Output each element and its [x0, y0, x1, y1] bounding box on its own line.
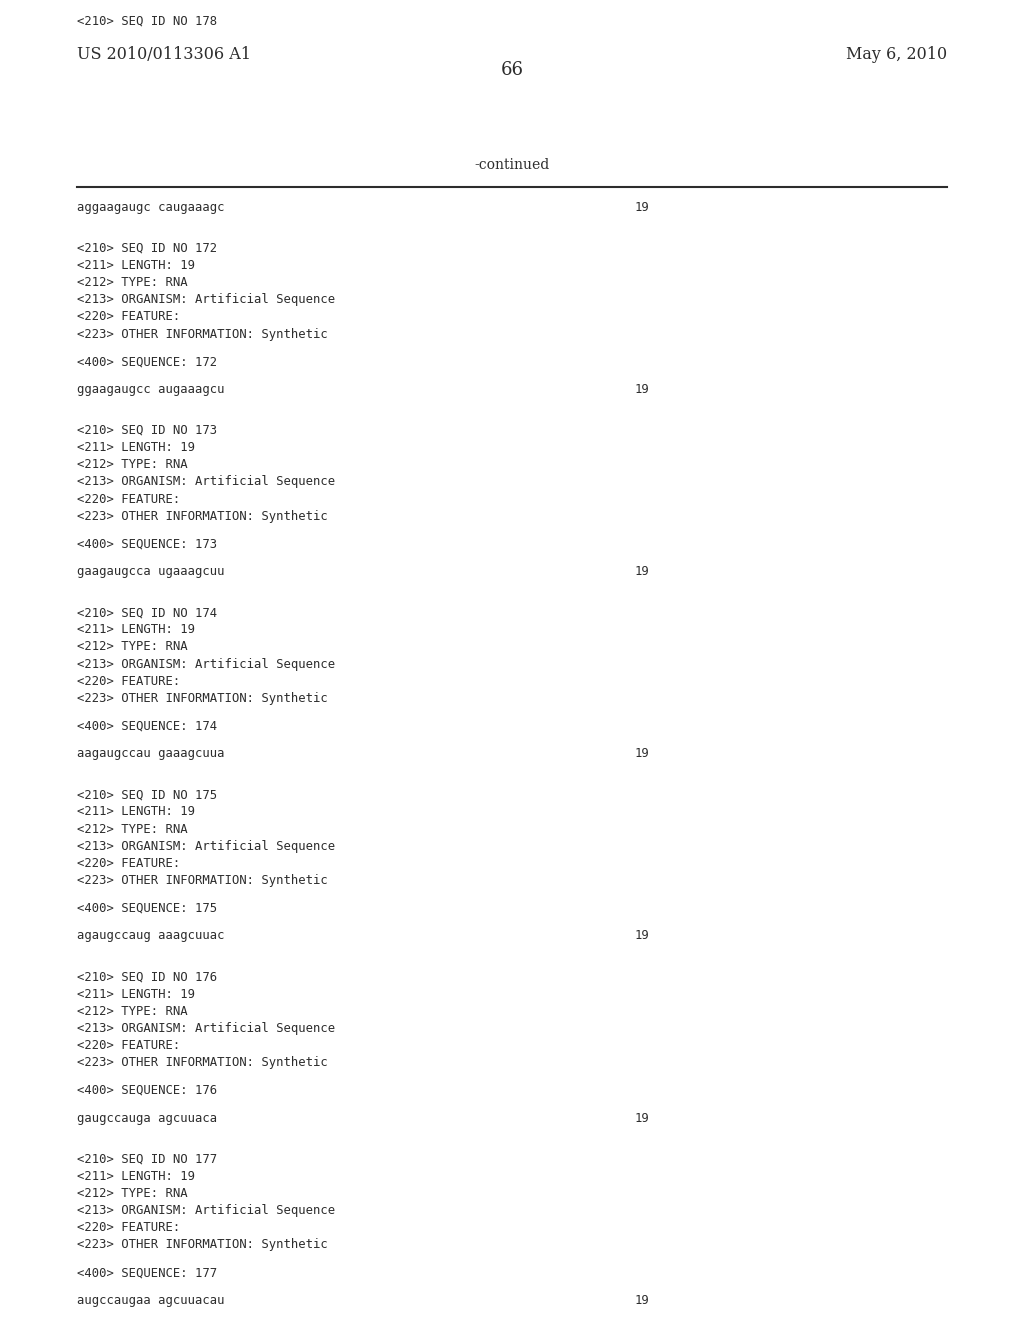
Text: <211> LENGTH: 19: <211> LENGTH: 19	[77, 623, 195, 636]
Text: <213> ORGANISM: Artificial Sequence: <213> ORGANISM: Artificial Sequence	[77, 657, 335, 671]
Text: <212> TYPE: RNA: <212> TYPE: RNA	[77, 640, 187, 653]
Text: <213> ORGANISM: Artificial Sequence: <213> ORGANISM: Artificial Sequence	[77, 840, 335, 853]
Text: <400> SEQUENCE: 175: <400> SEQUENCE: 175	[77, 902, 217, 915]
Text: <223> OTHER INFORMATION: Synthetic: <223> OTHER INFORMATION: Synthetic	[77, 1056, 328, 1069]
Text: gaugccauga agcuuaca: gaugccauga agcuuaca	[77, 1111, 217, 1125]
Text: ggaagaugcc augaaagcu: ggaagaugcc augaaagcu	[77, 383, 224, 396]
Text: 19: 19	[635, 201, 649, 214]
Text: <220> FEATURE:: <220> FEATURE:	[77, 310, 180, 323]
Text: <223> OTHER INFORMATION: Synthetic: <223> OTHER INFORMATION: Synthetic	[77, 692, 328, 705]
Text: <400> SEQUENCE: 177: <400> SEQUENCE: 177	[77, 1266, 217, 1279]
Text: <220> FEATURE:: <220> FEATURE:	[77, 1039, 180, 1052]
Text: <211> LENGTH: 19: <211> LENGTH: 19	[77, 441, 195, 454]
Text: <213> ORGANISM: Artificial Sequence: <213> ORGANISM: Artificial Sequence	[77, 1204, 335, 1217]
Text: <211> LENGTH: 19: <211> LENGTH: 19	[77, 987, 195, 1001]
Text: <212> TYPE: RNA: <212> TYPE: RNA	[77, 1005, 187, 1018]
Text: <400> SEQUENCE: 173: <400> SEQUENCE: 173	[77, 537, 217, 550]
Text: -continued: -continued	[474, 157, 550, 172]
Text: <210> SEQ ID NO 178: <210> SEQ ID NO 178	[77, 15, 217, 28]
Text: <212> TYPE: RNA: <212> TYPE: RNA	[77, 1187, 187, 1200]
Text: May 6, 2010: May 6, 2010	[846, 46, 947, 63]
Text: gaagaugcca ugaaagcuu: gaagaugcca ugaaagcuu	[77, 565, 224, 578]
Text: <212> TYPE: RNA: <212> TYPE: RNA	[77, 276, 187, 289]
Text: <400> SEQUENCE: 172: <400> SEQUENCE: 172	[77, 355, 217, 368]
Text: <400> SEQUENCE: 174: <400> SEQUENCE: 174	[77, 719, 217, 733]
Text: <213> ORGANISM: Artificial Sequence: <213> ORGANISM: Artificial Sequence	[77, 1022, 335, 1035]
Text: 19: 19	[635, 929, 649, 942]
Text: <211> LENGTH: 19: <211> LENGTH: 19	[77, 259, 195, 272]
Text: 19: 19	[635, 565, 649, 578]
Text: 19: 19	[635, 1111, 649, 1125]
Text: <400> SEQUENCE: 176: <400> SEQUENCE: 176	[77, 1084, 217, 1097]
Text: US 2010/0113306 A1: US 2010/0113306 A1	[77, 46, 251, 63]
Text: 19: 19	[635, 747, 649, 760]
Text: augccaugaa agcuuacau: augccaugaa agcuuacau	[77, 1294, 224, 1307]
Text: aggaagaugc caugaaagc: aggaagaugc caugaaagc	[77, 201, 224, 214]
Text: agaugccaug aaagcuuac: agaugccaug aaagcuuac	[77, 929, 224, 942]
Text: <211> LENGTH: 19: <211> LENGTH: 19	[77, 805, 195, 818]
Text: 19: 19	[635, 1294, 649, 1307]
Text: <220> FEATURE:: <220> FEATURE:	[77, 492, 180, 506]
Text: <223> OTHER INFORMATION: Synthetic: <223> OTHER INFORMATION: Synthetic	[77, 327, 328, 341]
Text: <210> SEQ ID NO 173: <210> SEQ ID NO 173	[77, 424, 217, 437]
Text: <213> ORGANISM: Artificial Sequence: <213> ORGANISM: Artificial Sequence	[77, 475, 335, 488]
Text: <210> SEQ ID NO 177: <210> SEQ ID NO 177	[77, 1152, 217, 1166]
Text: <210> SEQ ID NO 174: <210> SEQ ID NO 174	[77, 606, 217, 619]
Text: <213> ORGANISM: Artificial Sequence: <213> ORGANISM: Artificial Sequence	[77, 293, 335, 306]
Text: <223> OTHER INFORMATION: Synthetic: <223> OTHER INFORMATION: Synthetic	[77, 874, 328, 887]
Text: <220> FEATURE:: <220> FEATURE:	[77, 675, 180, 688]
Text: aagaugccau gaaagcuua: aagaugccau gaaagcuua	[77, 747, 224, 760]
Text: <220> FEATURE:: <220> FEATURE:	[77, 1221, 180, 1234]
Text: <211> LENGTH: 19: <211> LENGTH: 19	[77, 1170, 195, 1183]
Text: <210> SEQ ID NO 172: <210> SEQ ID NO 172	[77, 242, 217, 255]
Text: <210> SEQ ID NO 175: <210> SEQ ID NO 175	[77, 788, 217, 801]
Text: <223> OTHER INFORMATION: Synthetic: <223> OTHER INFORMATION: Synthetic	[77, 1238, 328, 1251]
Text: 19: 19	[635, 383, 649, 396]
Text: <223> OTHER INFORMATION: Synthetic: <223> OTHER INFORMATION: Synthetic	[77, 510, 328, 523]
Text: <210> SEQ ID NO 176: <210> SEQ ID NO 176	[77, 970, 217, 983]
Text: 66: 66	[501, 61, 523, 79]
Text: <212> TYPE: RNA: <212> TYPE: RNA	[77, 822, 187, 836]
Text: <220> FEATURE:: <220> FEATURE:	[77, 857, 180, 870]
Text: <212> TYPE: RNA: <212> TYPE: RNA	[77, 458, 187, 471]
